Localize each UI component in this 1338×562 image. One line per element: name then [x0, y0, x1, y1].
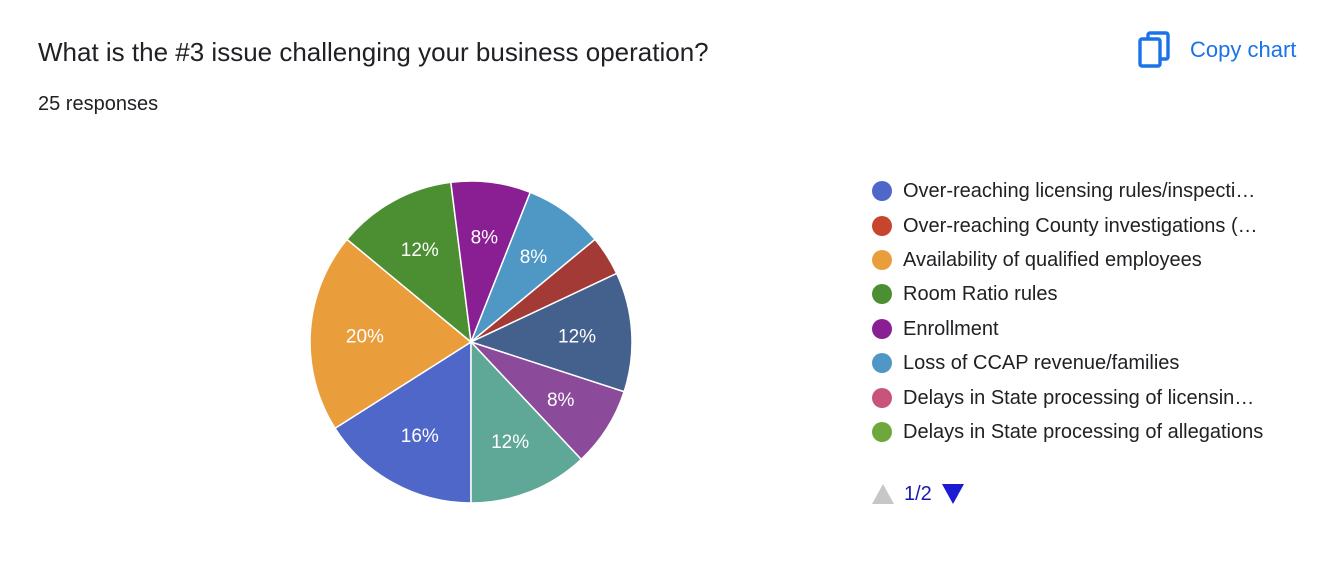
copy-chart-label: Copy chart: [1190, 37, 1297, 62]
legend-swatch: [872, 421, 892, 442]
legend-item[interactable]: Over-reaching County investigations (…: [872, 208, 1312, 242]
legend-item[interactable]: Over-reaching licensing rules/inspecti…: [872, 174, 1312, 208]
pie-chart: 16% 20% 12% 8% 8% 12% 8% 12%: [309, 180, 633, 504]
page-indicator: 1/2: [904, 482, 932, 505]
response-count: 25 responses: [38, 93, 159, 115]
page-up-icon[interactable]: [872, 484, 894, 504]
legend-swatch: [872, 318, 892, 339]
chart-legend: Over-reaching licensing rules/inspecti… O…: [872, 174, 1312, 449]
slice-label: 8%: [520, 247, 548, 268]
legend-label: Delays in State processing of licensin…: [903, 386, 1255, 409]
legend-label: Over-reaching licensing rules/inspecti…: [903, 180, 1256, 203]
legend-item[interactable]: Room Ratio rules: [872, 277, 1312, 311]
copy-chart-button[interactable]: Copy chart: [1138, 30, 1296, 70]
slice-label: 12%: [401, 240, 439, 261]
legend-label: Enrollment: [903, 317, 999, 340]
page-title: What is the #3 issue challenging your bu…: [38, 37, 709, 67]
slice-label: 8%: [471, 228, 499, 249]
legend-swatch: [872, 215, 892, 236]
legend-swatch: [872, 181, 892, 202]
legend-label: Room Ratio rules: [903, 283, 1058, 306]
pie-slice[interactable]: [470, 340, 583, 504]
legend-label: Delays in State processing of allegation…: [903, 420, 1264, 443]
legend-item[interactable]: Availability of qualified employees: [872, 243, 1312, 277]
pie-slice[interactable]: [334, 340, 472, 504]
legend-item[interactable]: Loss of CCAP revenue/families: [872, 346, 1312, 380]
legend-swatch: [872, 353, 892, 374]
legend-label: Loss of CCAP revenue/families: [903, 352, 1180, 375]
legend-label: Over-reaching County investigations (…: [903, 214, 1258, 237]
legend-item[interactable]: Enrollment: [872, 312, 1312, 346]
slice-label: 20%: [346, 326, 384, 347]
legend-item[interactable]: Delays in State processing of allegation…: [872, 415, 1312, 449]
page-down-icon[interactable]: [941, 484, 964, 504]
legend-swatch: [872, 387, 892, 408]
pie-slice[interactable]: [468, 272, 633, 393]
legend-label: Availability of qualified employees: [903, 248, 1202, 271]
legend-swatch: [872, 284, 892, 305]
slice-label: 12%: [491, 432, 529, 453]
slice-label: 16%: [401, 426, 439, 447]
legend-pager: 1/2: [872, 480, 964, 508]
pie-slice[interactable]: [309, 238, 473, 430]
copy-icon: [1138, 31, 1170, 68]
slice-label: 12%: [558, 326, 596, 347]
pie-slice[interactable]: [345, 181, 472, 344]
legend-swatch: [872, 249, 892, 270]
legend-item[interactable]: Delays in State processing of licensin…: [872, 380, 1312, 414]
slice-label: 8%: [547, 390, 575, 411]
